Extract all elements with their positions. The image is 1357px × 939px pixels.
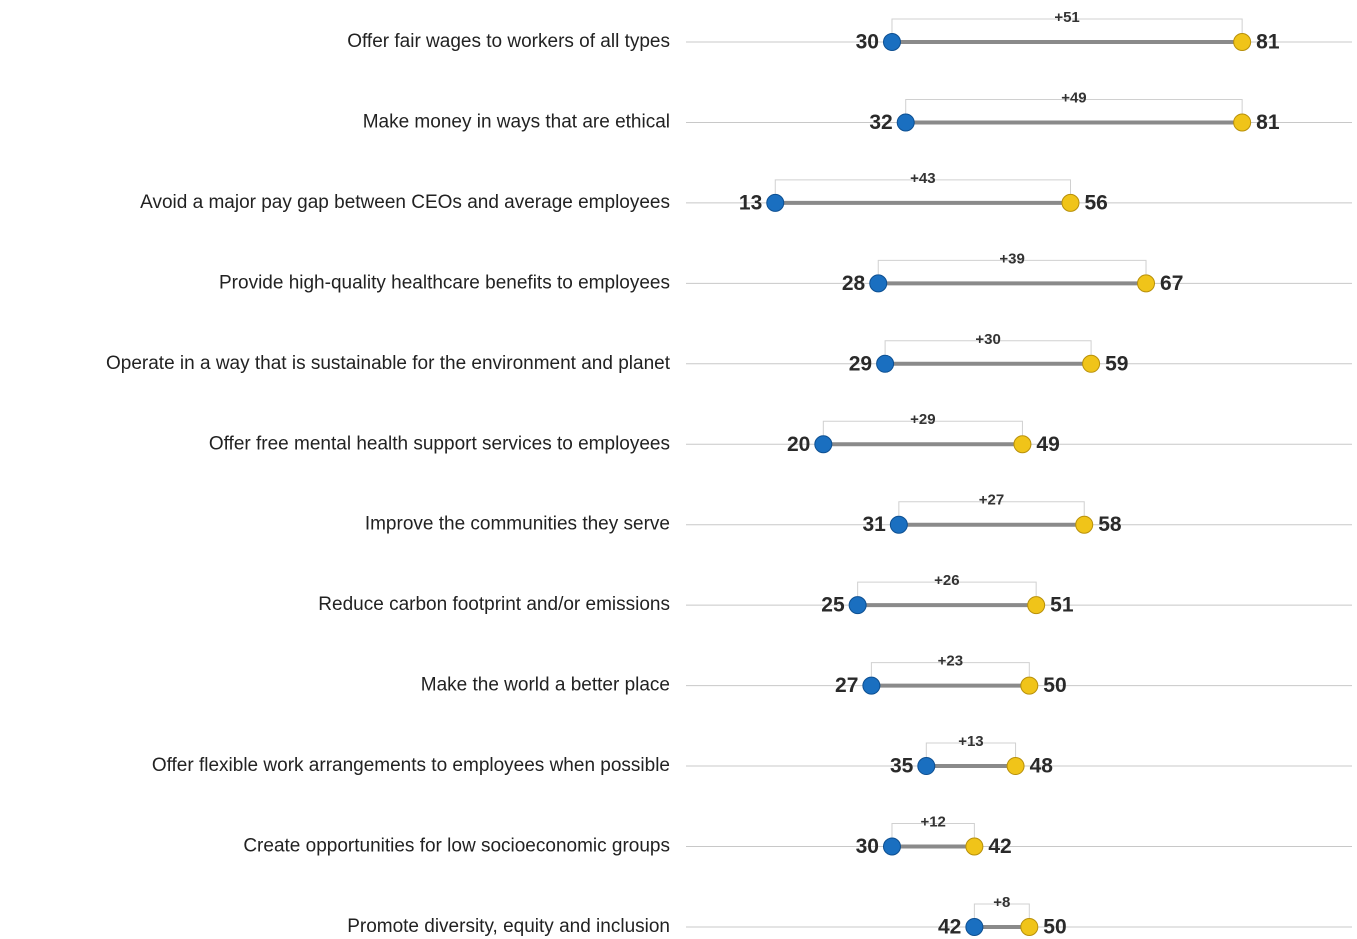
category-label: Reduce carbon footprint and/or emissions: [318, 594, 670, 615]
gap-bracket: [857, 581, 1037, 597]
dot: [917, 757, 936, 776]
dot: [1075, 515, 1094, 534]
value-label: 29: [849, 352, 872, 375]
value-label: 81: [1256, 111, 1280, 134]
value-label: 51: [1050, 594, 1074, 617]
gap-bracket: [774, 179, 1071, 194]
dot: [1006, 757, 1025, 776]
dot: [882, 837, 901, 856]
dot: [766, 193, 785, 212]
dot: [814, 435, 833, 454]
value-label: 30: [856, 31, 879, 54]
gap-label: +12: [920, 813, 945, 830]
gap-bracket: [870, 662, 1030, 677]
value-label: 32: [869, 111, 892, 134]
dot: [862, 676, 881, 695]
value-label: 27: [835, 674, 858, 697]
dot: [1020, 676, 1039, 695]
value-label: 42: [938, 915, 961, 938]
category-label: Improve the communities they serve: [365, 514, 670, 535]
gap-bracket: [891, 823, 975, 838]
dot: [869, 274, 888, 293]
value-label: 13: [739, 191, 762, 214]
gap-bracket: [973, 903, 1030, 918]
dot: [1233, 33, 1252, 51]
value-label: 30: [856, 835, 879, 858]
category-label: Avoid a major pay gap between CEOs and a…: [140, 192, 670, 213]
category-label: Promote diversity, equity and inclusion: [347, 916, 670, 937]
category-label: Offer free mental health support service…: [209, 433, 670, 454]
value-label: 50: [1043, 915, 1066, 938]
gap-bracket: [822, 420, 1023, 436]
dot: [1233, 113, 1252, 132]
gap-label: +29: [910, 411, 935, 428]
dot: [965, 917, 984, 936]
dot: [1013, 435, 1032, 454]
dot: [1020, 917, 1039, 936]
gap-label: +27: [979, 492, 1004, 509]
category-label: Offer flexible work arrangements to empl…: [152, 755, 670, 776]
value-label: 31: [862, 513, 886, 536]
dot: [1082, 354, 1101, 373]
dot: [1027, 596, 1046, 615]
category-label: Operate in a way that is sustainable for…: [106, 353, 671, 374]
dot: [889, 515, 908, 534]
value-label: 56: [1084, 191, 1107, 214]
dot: [882, 33, 901, 51]
value-label: 59: [1105, 352, 1128, 375]
gap-label: +23: [938, 653, 963, 670]
dot: [1137, 274, 1156, 293]
dot: [876, 354, 895, 373]
gap-label: +43: [910, 170, 935, 187]
value-label: 50: [1043, 674, 1066, 697]
value-label: 49: [1036, 433, 1059, 456]
gap-bracket: [877, 259, 1147, 275]
dot: [848, 596, 867, 615]
gap-label: +39: [999, 250, 1024, 267]
gap-label: +26: [934, 572, 959, 589]
value-label: 58: [1098, 513, 1122, 536]
value-label: 35: [890, 755, 914, 778]
dot: [965, 837, 984, 856]
category-label: Create opportunities for low socioeconom…: [243, 836, 670, 857]
gap-label: +49: [1061, 89, 1086, 106]
value-label: 48: [1030, 755, 1054, 778]
gap-bracket: [891, 18, 1243, 33]
dot: [896, 113, 915, 132]
value-label: 67: [1160, 272, 1183, 295]
gap-bracket: [925, 742, 1017, 758]
value-label: 42: [988, 835, 1011, 858]
category-label: Offer fair wages to workers of all types: [347, 31, 670, 52]
value-label: 81: [1256, 31, 1280, 54]
gap-label: +51: [1054, 9, 1079, 26]
value-label: 25: [821, 594, 845, 617]
gap-label: +30: [975, 331, 1000, 348]
gap-bracket: [884, 340, 1092, 355]
category-label: Make money in ways that are ethical: [363, 111, 670, 132]
category-label: Make the world a better place: [421, 675, 670, 696]
gap-bracket: [905, 98, 1243, 114]
gap-bracket: [898, 501, 1085, 516]
gap-label: +8: [993, 894, 1010, 911]
dot: [1061, 193, 1080, 212]
category-label: Provide high-quality healthcare benefits…: [219, 272, 670, 293]
value-label: 28: [842, 272, 866, 295]
value-label: 20: [787, 433, 810, 456]
gap-label: +13: [958, 733, 983, 750]
